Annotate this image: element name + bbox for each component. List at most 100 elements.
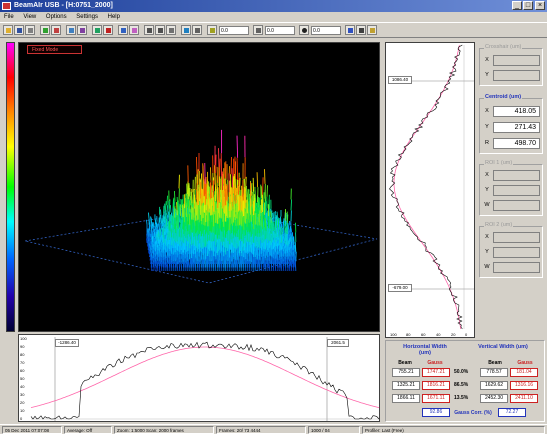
beam-spike-segment (251, 214, 254, 225)
play-icon[interactable] (92, 25, 102, 35)
menu-options[interactable]: Options (45, 14, 67, 20)
beam-spike-segment (275, 252, 277, 259)
h-beam-header: Beam (398, 360, 412, 366)
beam-spike-segment (232, 210, 235, 223)
centroid-x-field[interactable]: 418.05 (493, 106, 540, 117)
exposure-icon[interactable] (253, 25, 263, 35)
h-cursor-right-value: 2061.5 (327, 339, 349, 347)
beam-spike-segment (255, 224, 257, 237)
maximize-button[interactable]: □ (523, 1, 533, 10)
menu-view[interactable]: View (23, 14, 37, 20)
beam-spike-segment (169, 205, 172, 213)
beam-spike-segment (146, 219, 148, 225)
v-xtick: 0 (465, 332, 468, 337)
print-icon[interactable] (25, 25, 35, 35)
beam-spike-segment (223, 256, 225, 272)
h-gauss-header: Gauss (427, 360, 443, 366)
v-xtick: 60 (421, 332, 426, 337)
status-bar: 05 Dec 2011 07:07:08 Average: Off Zoom: … (0, 424, 547, 434)
centroid-group: Centroid (um) X 418.05 Y 271.43 R 498.70 (479, 94, 543, 154)
minimize-button[interactable]: _ (512, 1, 522, 10)
h-gauss-13: 1671.11 (422, 394, 450, 403)
roi1-y-label: Y (485, 187, 489, 193)
background-icon[interactable] (66, 25, 76, 35)
beam-spike-segment (250, 253, 253, 263)
grid-icon[interactable] (192, 25, 202, 35)
beam-spike-segment (181, 254, 183, 263)
beam-spike-segment (250, 221, 252, 237)
beam-spike-segment (152, 258, 155, 263)
camera-icon[interactable] (356, 25, 366, 35)
vertical-width-title: Vertical Width (um) (478, 344, 528, 350)
monitor-icon[interactable] (345, 25, 355, 35)
roi1-w-field[interactable] (493, 200, 540, 211)
beam-spike-segment (260, 235, 263, 243)
exposure-field[interactable]: 0.0 (265, 26, 295, 35)
threshold-field[interactable]: 0.0 (311, 26, 341, 35)
menu-file[interactable]: File (4, 14, 14, 20)
gain-field[interactable]: 0.0 (219, 26, 249, 35)
beam-spike-segment (154, 246, 157, 252)
roi1-x-field[interactable] (493, 170, 540, 181)
beam-spike-segment (284, 220, 286, 233)
crosshair-y-field[interactable] (493, 70, 540, 81)
v-cursor-bottom-value: -679.00 (388, 284, 412, 292)
crosshair-group: Crosshair (um) X Y (479, 44, 543, 86)
beam-spike-segment (256, 248, 259, 260)
beam-spike-segment (197, 169, 199, 185)
beam-spike-segment (190, 248, 192, 259)
v-gauss-86: 1316.16 (510, 381, 538, 390)
gain-icon[interactable] (207, 25, 217, 35)
crosshair-x-field[interactable] (493, 55, 540, 66)
beam-spike-segment (202, 165, 205, 182)
zoom-in-icon[interactable] (144, 25, 154, 35)
toolbar: 0.0 0.0 0.0 (0, 22, 547, 38)
roi1-y-field[interactable] (493, 185, 540, 196)
filter-icon[interactable] (77, 25, 87, 35)
status-zoom: Zoom: 1:5000 Scan: 2000 frames (114, 426, 214, 434)
beam-spike-segment (288, 220, 290, 226)
centroid-r-field[interactable]: 498.70 (493, 138, 540, 149)
3d-view-icon[interactable] (129, 25, 139, 35)
capture-icon[interactable] (40, 25, 50, 35)
beam-spike-segment (166, 195, 168, 206)
beam-3d-view[interactable]: Fixed Mode (18, 42, 380, 332)
menu-help[interactable]: Help (107, 14, 120, 20)
menu-settings[interactable]: Settings (76, 14, 98, 20)
v-gauss-50: 181.04 (510, 368, 538, 377)
beam-spike-segment (240, 238, 243, 254)
crosshair-title: Crosshair (um) (484, 44, 523, 50)
roi2-x-field[interactable] (493, 232, 540, 243)
roi2-y-field[interactable] (493, 247, 540, 258)
beam-width-panel: Horizontal Width (um) Vertical Width (um… (385, 340, 545, 422)
close-button[interactable]: × (535, 1, 545, 10)
centroid-y-label: Y (485, 124, 489, 130)
pct-13: 13.5% (454, 395, 469, 401)
beam-spike-segment (237, 194, 240, 213)
beam-spike-segment (188, 259, 190, 268)
beam-spike-segment (192, 245, 195, 255)
fit-icon[interactable] (166, 25, 176, 35)
beam-spike-segment (289, 237, 291, 242)
v-xtick: 100 (390, 332, 397, 337)
zoom-out-icon[interactable] (155, 25, 165, 35)
open-icon[interactable] (3, 25, 13, 35)
beam-spike-segment (241, 211, 243, 227)
h-ytick: 10 (20, 408, 25, 413)
beam-spike-segment (196, 189, 198, 205)
rotate-icon[interactable] (181, 25, 191, 35)
centroid-y-field[interactable]: 271.43 (493, 122, 540, 133)
2d-view-icon[interactable] (118, 25, 128, 35)
vertical-profile-plot[interactable]: 1086.40 -679.00 100 80 60 40 20 0 (385, 42, 475, 338)
image-icon[interactable] (51, 25, 61, 35)
horizontal-profile-plot[interactable]: -1286.40 2061.5 100 90 80 70 60 50 40 30… (18, 334, 380, 422)
h-beam-86: 1325.21 (392, 381, 420, 390)
stop-icon[interactable] (103, 25, 113, 35)
beam-spike-segment (277, 254, 280, 265)
beam-spike-segment (154, 241, 156, 246)
help-icon[interactable] (367, 25, 377, 35)
save-icon[interactable] (14, 25, 24, 35)
threshold-icon[interactable] (299, 25, 309, 35)
beam-spike-segment (188, 183, 191, 196)
roi2-w-field[interactable] (493, 262, 540, 273)
